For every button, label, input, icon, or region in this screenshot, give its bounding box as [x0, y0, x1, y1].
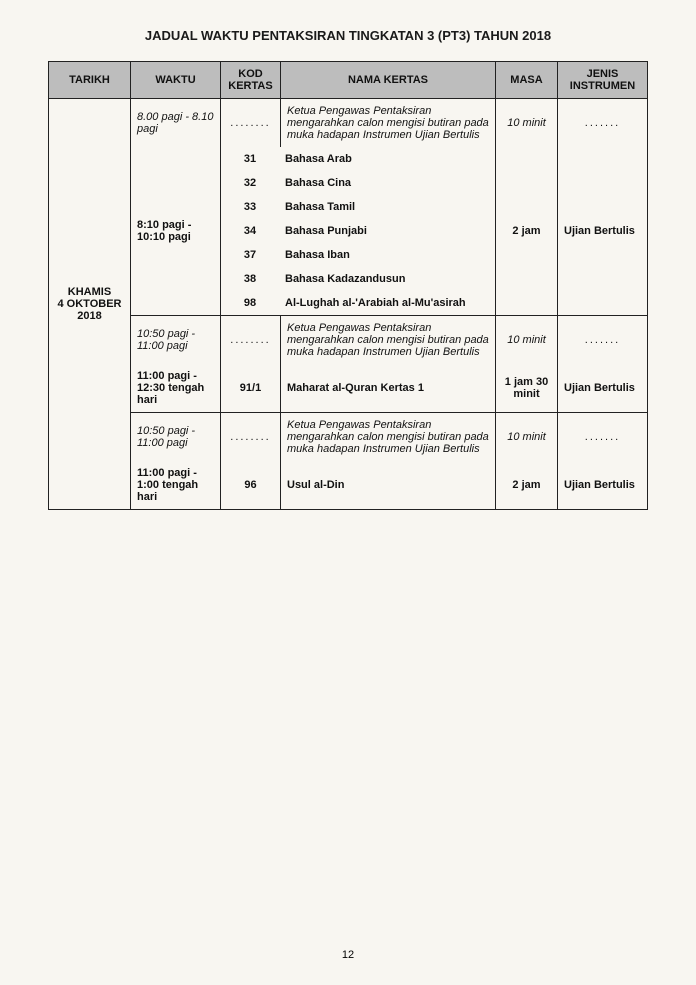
date-cell: KHAMIS 4 OKTOBER 2018 [49, 99, 131, 510]
subject-row: 34Bahasa Punjabi [221, 219, 495, 243]
dots-cell: ....... [558, 99, 648, 148]
block2-intro-masa: 10 minit [496, 316, 558, 365]
subject-row: 37Bahasa Iban [221, 243, 495, 267]
table-row: 10:50 pagi - 11:00 pagi ........ Ketua P… [49, 316, 648, 365]
block2-session-jenis: Ujian Bertulis [558, 364, 648, 413]
block2-session-masa: 1 jam 30 minit [496, 364, 558, 413]
block1-session-jenis: Ujian Bertulis [558, 147, 648, 316]
subject-name: Bahasa Iban [279, 243, 495, 267]
block1-session-masa: 2 jam [496, 147, 558, 316]
subject-code: 37 [221, 243, 279, 267]
subject-name: Bahasa Cina [279, 171, 495, 195]
block3-session-masa: 2 jam [496, 461, 558, 510]
table-row: KHAMIS 4 OKTOBER 2018 8.00 pagi - 8.10 p… [49, 99, 648, 148]
block3-intro-desc: Ketua Pengawas Pentaksiran mengarahkan c… [281, 413, 496, 462]
subject-row: 38Bahasa Kadazandusun [221, 267, 495, 291]
page-number: 12 [0, 949, 696, 961]
subject-code: 31 [221, 147, 279, 171]
subject-name: Bahasa Arab [279, 147, 495, 171]
block2-session-time: 11:00 pagi - 12:30 tengah hari [131, 364, 221, 413]
subject-code: 33 [221, 195, 279, 219]
subject-row: 33Bahasa Tamil [221, 195, 495, 219]
block3-intro-masa: 10 minit [496, 413, 558, 462]
page-title: JADUAL WAKTU PENTAKSIRAN TINGKATAN 3 (PT… [48, 28, 648, 43]
subject-code: 38 [221, 267, 279, 291]
col-kod: KOD KERTAS [221, 62, 281, 99]
subject-code: 34 [221, 219, 279, 243]
subject-row: 98Al-Lughah al-'Arabiah al-Mu'asirah [221, 291, 495, 315]
table-header: TARIKH WAKTU KOD KERTAS NAMA KERTAS MASA… [49, 62, 648, 99]
block1-session-time: 8:10 pagi - 10:10 pagi [131, 147, 221, 316]
block3-session-nama: Usul al-Din [281, 461, 496, 510]
schedule-table: TARIKH WAKTU KOD KERTAS NAMA KERTAS MASA… [48, 61, 648, 510]
subject-name: Al-Lughah al-'Arabiah al-Mu'asirah [279, 291, 495, 315]
date-day: KHAMIS [55, 286, 124, 298]
block2-session-nama: Maharat al-Quran Kertas 1 [281, 364, 496, 413]
block2-intro-time: 10:50 pagi - 11:00 pagi [131, 316, 221, 365]
dots-cell: ....... [558, 316, 648, 365]
date-year: 2018 [55, 310, 124, 322]
dots-cell: ........ [221, 99, 281, 148]
dots-cell: ........ [221, 316, 281, 365]
col-tarikh: TARIKH [49, 62, 131, 99]
subject-row: 32Bahasa Cina [221, 171, 495, 195]
subject-name: Bahasa Kadazandusun [279, 267, 495, 291]
block1-intro-time: 8.00 pagi - 8.10 pagi [131, 99, 221, 148]
col-nama: NAMA KERTAS [281, 62, 496, 99]
dots-cell: ........ [221, 413, 281, 462]
block2-session-kod: 91/1 [221, 364, 281, 413]
subject-code: 98 [221, 291, 279, 315]
block1-intro-masa: 10 minit [496, 99, 558, 148]
document-page: JADUAL WAKTU PENTAKSIRAN TINGKATAN 3 (PT… [0, 0, 696, 985]
subject-row: 31Bahasa Arab [221, 147, 495, 171]
block3-session-kod: 96 [221, 461, 281, 510]
table-row: 10:50 pagi - 11:00 pagi ........ Ketua P… [49, 413, 648, 462]
col-waktu: WAKTU [131, 62, 221, 99]
subject-code: 32 [221, 171, 279, 195]
col-masa: MASA [496, 62, 558, 99]
table-row: 11:00 pagi - 1:00 tengah hari 96 Usul al… [49, 461, 648, 510]
date-date: 4 OKTOBER [55, 298, 124, 310]
block1-intro-desc: Ketua Pengawas Pentaksiran mengarahkan c… [281, 99, 496, 148]
col-jenis: JENIS INSTRUMEN [558, 62, 648, 99]
block3-session-jenis: Ujian Bertulis [558, 461, 648, 510]
subject-name: Bahasa Tamil [279, 195, 495, 219]
block3-intro-time: 10:50 pagi - 11:00 pagi [131, 413, 221, 462]
subject-name: Bahasa Punjabi [279, 219, 495, 243]
table-row: 8:10 pagi - 10:10 pagi 31Bahasa Arab32Ba… [49, 147, 648, 316]
block2-intro-desc: Ketua Pengawas Pentaksiran mengarahkan c… [281, 316, 496, 365]
table-row: 11:00 pagi - 12:30 tengah hari 91/1 Maha… [49, 364, 648, 413]
dots-cell: ....... [558, 413, 648, 462]
subject-list: 31Bahasa Arab32Bahasa Cina33Bahasa Tamil… [221, 147, 495, 315]
block3-session-time: 11:00 pagi - 1:00 tengah hari [131, 461, 221, 510]
